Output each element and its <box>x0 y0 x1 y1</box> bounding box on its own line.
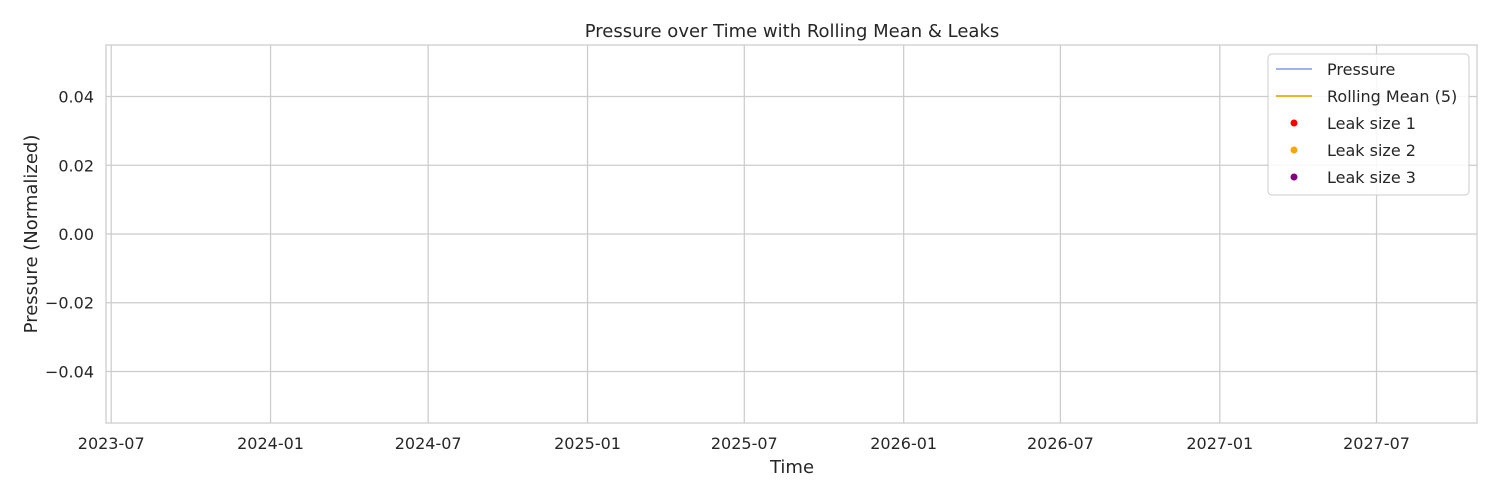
x-tick-label: 2023-07 <box>78 434 145 453</box>
x-tick-label: 2024-01 <box>237 434 304 453</box>
x-axis-label: Time <box>769 457 814 478</box>
y-tick-label: 0.04 <box>58 88 94 107</box>
y-axis-label: Pressure (Normalized) <box>21 135 42 334</box>
y-tick-label: −0.02 <box>45 294 94 313</box>
x-tick-label: 2026-01 <box>870 434 937 453</box>
x-tick-label: 2027-01 <box>1186 434 1253 453</box>
x-tick-label: 2025-07 <box>711 434 778 453</box>
legend-label: Leak size 2 <box>1327 141 1416 160</box>
y-axis-ticks: 0.04 0.02 0.00 −0.02 −0.04 <box>45 88 94 382</box>
legend-dot-marker <box>1290 146 1298 154</box>
legend-label: Leak size 1 <box>1327 114 1416 133</box>
legend: Pressure Rolling Mean (5) Leak size 1 Leak … <box>1267 53 1470 196</box>
y-tick-label: −0.04 <box>45 362 94 381</box>
x-axis-ticks: 2023-07 2024-01 2024-07 2025-01 2025-07 2026-… <box>78 434 1410 453</box>
legend-dot-marker <box>1290 173 1298 181</box>
chart-title: Pressure over Time with Rolling Mean & L… <box>585 21 1000 42</box>
y-tick-label: 0.00 <box>58 225 94 244</box>
x-tick-label: 2026-07 <box>1027 434 1094 453</box>
legend-box <box>1267 53 1470 196</box>
legend-dot-marker <box>1290 119 1298 127</box>
x-tick-label: 2024-07 <box>395 434 462 453</box>
y-tick-label: 0.02 <box>58 156 94 175</box>
legend-label: Pressure <box>1327 60 1395 79</box>
legend-label: Leak size 3 <box>1327 168 1416 187</box>
x-tick-label: 2027-07 <box>1343 434 1410 453</box>
legend-label: Rolling Mean (5) <box>1327 87 1457 106</box>
x-tick-label: 2025-01 <box>554 434 621 453</box>
